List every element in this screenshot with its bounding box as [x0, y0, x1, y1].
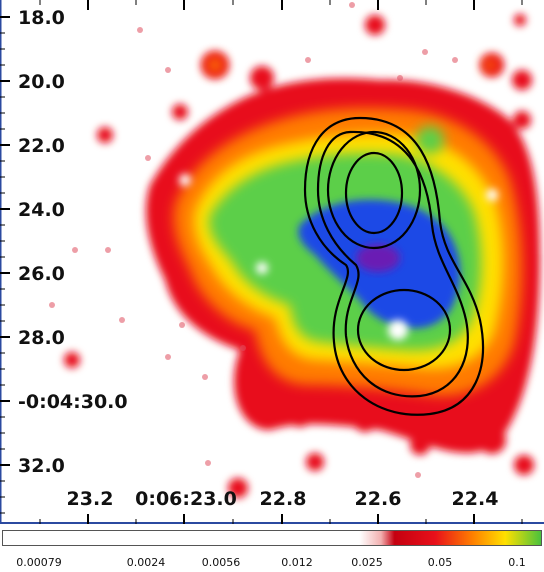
colorbar-tick-label: 0.025: [351, 556, 383, 569]
colorbar-tick-label: 0.05: [427, 556, 453, 569]
x-tick-label: 22.4: [451, 488, 499, 510]
x-tick-label: 22.6: [354, 488, 402, 510]
y-tick-label: 26.0: [18, 263, 65, 285]
colorbar[interactable]: [2, 530, 542, 546]
axes-frame: [0, 0, 544, 524]
colorbar-tick-label: 0.0056: [201, 556, 241, 569]
y-tick-label: 28.0: [18, 327, 65, 349]
y-tick-label: 22.0: [18, 135, 65, 157]
colorbar-gradient: [3, 531, 541, 545]
colorbar-tick-label: 0.1: [508, 556, 526, 569]
x-tick-label: 0:06:23.0: [135, 488, 237, 510]
y-tick-label: 24.0: [18, 199, 65, 221]
colorbar-tick-label: 0.00079: [16, 556, 62, 569]
x-tick-label: 22.8: [259, 488, 307, 510]
colorbar-tick-label: 0.0024: [126, 556, 166, 569]
colorbar-tick-label: 0.012: [281, 556, 313, 569]
xray-emission-map: [49, 2, 540, 498]
y-tick-label: 20.0: [18, 71, 65, 93]
y-tick-label: 32.0: [18, 455, 65, 477]
y-tick-label: -0:04:30.0: [18, 391, 128, 413]
y-tick-label: 18.0: [18, 7, 65, 29]
image-plot[interactable]: [0, 0, 544, 524]
x-tick-label: 23.2: [66, 488, 114, 510]
contour-lines: [303, 116, 484, 416]
